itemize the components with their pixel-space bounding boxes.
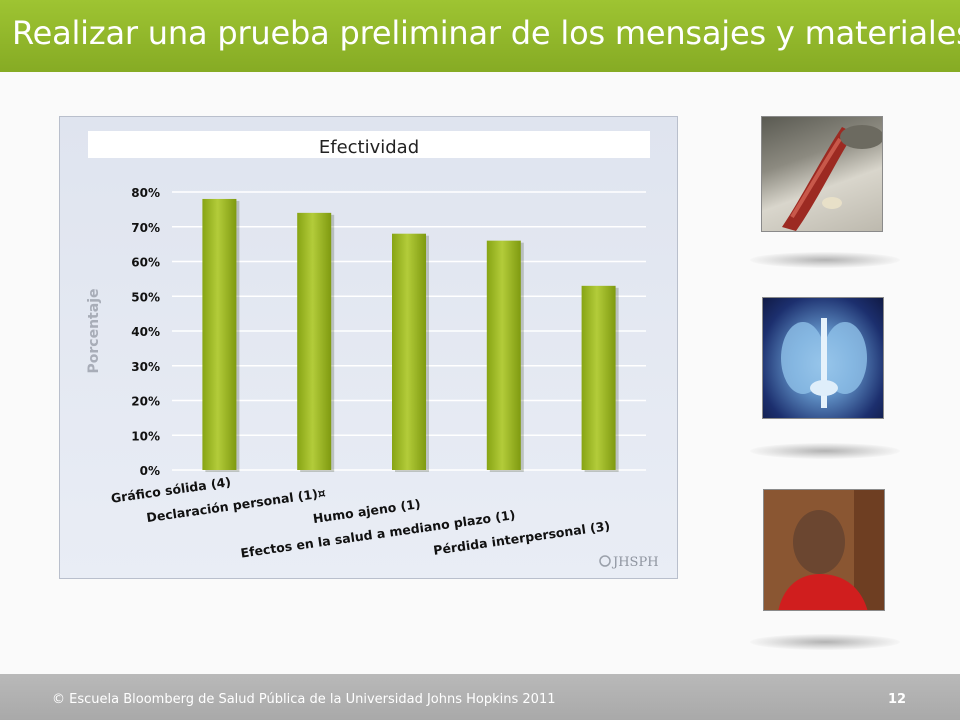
chart-panel: Efectividad 0% 10% 20% 30% 40% 50% 60% 70% 80% Por… (59, 116, 678, 579)
bar (486, 240, 521, 470)
photo-shadow (750, 443, 900, 459)
y-tick-label: 10% (131, 429, 160, 443)
chart-title-band (88, 131, 650, 158)
y-tick-label: 30% (131, 360, 160, 374)
copyright-icon: © (52, 692, 65, 707)
photo-cigarette-tissue-art (782, 125, 882, 231)
bar-chart: Efectividad 0% 10% 20% 30% 40% 50% 60% 70% 80% Por… (86, 131, 659, 570)
y-tick-label: 0% (140, 464, 160, 478)
page-number: 12 (888, 692, 907, 707)
footer-text: Escuela Bloomberg de Salud Pública de la… (69, 692, 556, 707)
y-tick-label: 40% (131, 325, 160, 339)
footer-text-wrap: © Escuela Bloomberg de Salud Pública de … (52, 692, 556, 707)
y-tick-label: 20% (131, 395, 160, 409)
bar (581, 285, 616, 470)
slide-title: Realizar una prueba preliminar de los me… (12, 14, 960, 52)
photo-shadow (750, 634, 900, 650)
photo-shadow (750, 252, 900, 268)
chart-title: Efectividad (319, 137, 419, 158)
slide-header: Realizar una prueba preliminar de los me… (0, 0, 960, 72)
photo-patient-portrait-art (764, 490, 884, 610)
photo-lung-xray (762, 297, 884, 419)
bar (202, 198, 237, 470)
photo-cigarette-tissue (761, 116, 883, 232)
slide-footer: © Escuela Bloomberg de Salud Pública de … (0, 674, 960, 720)
photo-patient-portrait (763, 489, 885, 611)
y-axis-label: Porcentaje (86, 289, 102, 374)
y-tick-label: 80% (131, 186, 160, 200)
y-tick-label: 60% (131, 256, 160, 270)
bar (392, 233, 426, 470)
photo-lung-xray-art (781, 318, 867, 408)
watermark-shield-icon (599, 555, 611, 567)
bar (297, 212, 332, 470)
y-tick-label: 70% (131, 221, 160, 235)
watermark-text: JHSPH (611, 555, 659, 570)
y-tick-label: 50% (131, 290, 160, 304)
